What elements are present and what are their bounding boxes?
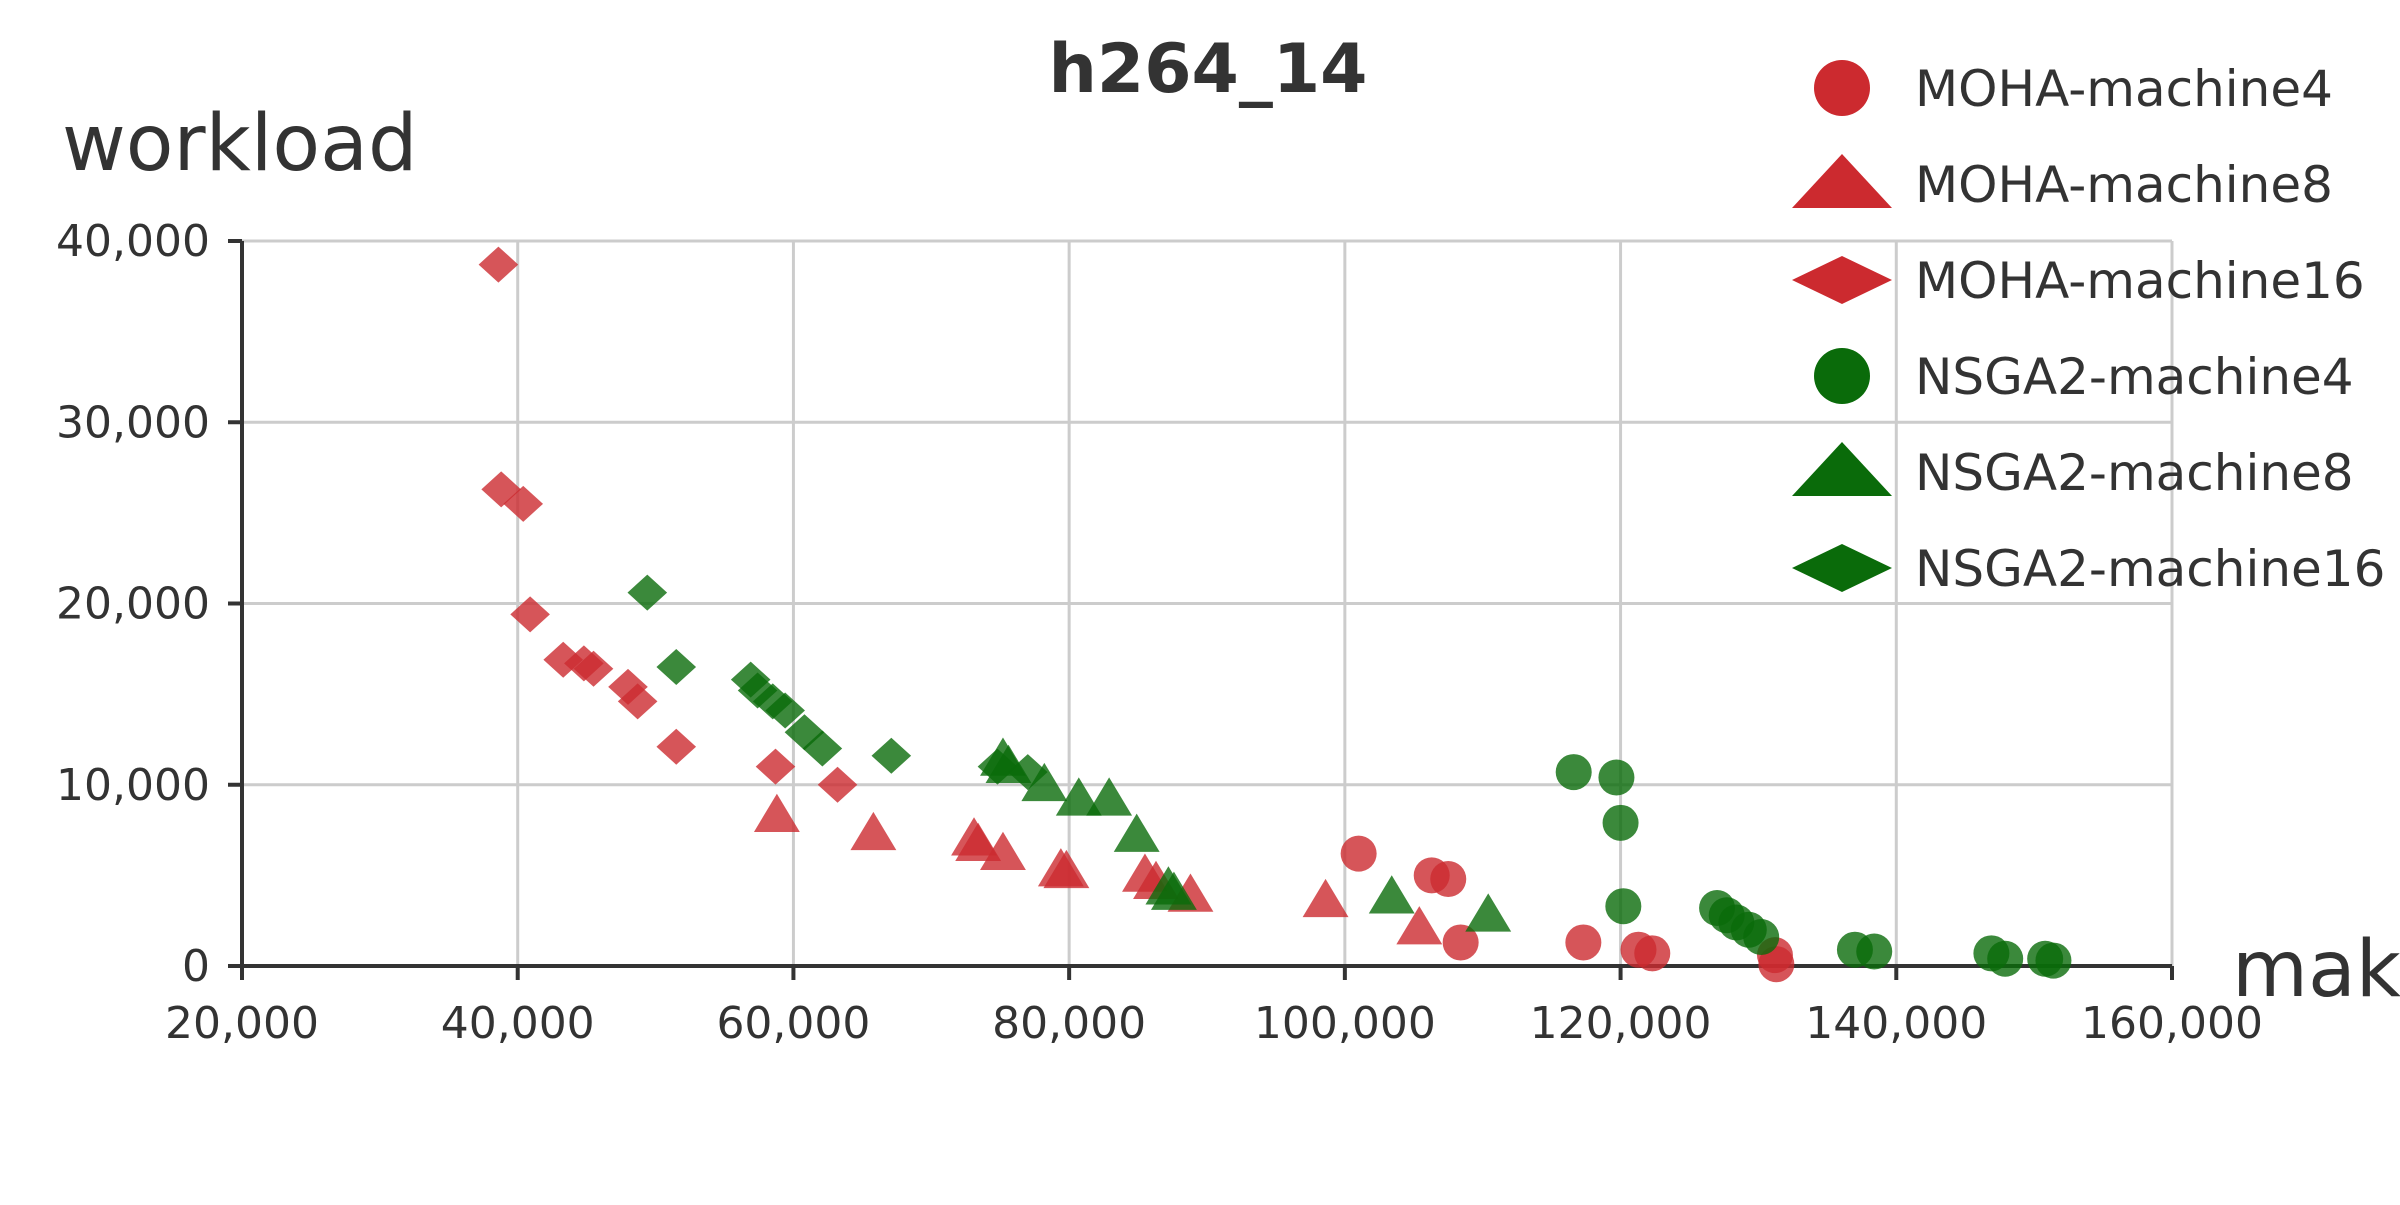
x-tick-label: 20,000 [165,998,319,1049]
point-moha-machine16 [573,650,614,687]
point-moha-machine16 [656,728,697,765]
point-nsga2-machine16 [1007,754,1048,791]
point-nsga2-machine4 [1602,804,1639,841]
point-nsga2-machine4 [1598,759,1635,796]
point-nsga2-machine4 [1743,919,1780,955]
x-tick-label: 120,000 [1530,998,1712,1049]
data-points [478,246,2072,983]
point-moha-machine16 [503,485,544,522]
legend-label-nsga2-machine8: NSGA2-machine8 [1915,444,2354,502]
point-moha-machine16 [543,641,584,678]
x-tick-label: 140,000 [1805,998,1987,1049]
legend-marker-moha-machine4 [1814,60,1870,116]
point-moha-machine16 [817,766,858,803]
point-nsga2-machine16 [784,714,825,751]
point-nsga2-machine16 [752,683,793,720]
point-nsga2-machine16 [656,648,697,685]
point-nsga2-machine16 [871,737,912,774]
point-nsga2-machine8 [1055,777,1102,816]
point-moha-machine4 [1565,924,1602,961]
y-tick-label: 10,000 [56,760,210,811]
point-moha-machine16 [617,683,658,720]
point-moha-machine4 [1430,861,1467,897]
point-nsga2-machine8 [1150,871,1197,910]
axes: 20,000 40,000 60,000 80,000 100,000 120,000 14… [56,216,2263,1049]
y-tick-label: 20,000 [56,579,210,630]
point-moha-machine8 [1396,906,1443,945]
point-moha-machine4 [1634,935,1671,972]
point-nsga2-machine8 [1368,875,1415,914]
legend-label-nsga2-machine16: NSGA2-machine16 [1915,540,2385,598]
legend-label-moha-machine16: MOHA-machine16 [1915,252,2365,310]
point-nsga2-machine4 [2035,942,2072,979]
legend-marker-nsga2-machine8 [1792,442,1892,496]
point-moha-machine4 [1758,946,1795,983]
point-moha-machine8 [955,822,1002,861]
point-nsga2-machine8 [1086,777,1133,816]
grid [242,239,2174,966]
x-tick-label: 160,000 [2081,998,2263,1049]
point-moha-machine16 [510,596,550,633]
point-nsga2-machine4 [1856,933,1893,970]
x-tick-label: 80,000 [992,998,1146,1049]
point-moha-machine8 [1043,849,1090,889]
point-nsga2-machine8 [1113,813,1160,852]
legend: MOHA-machine4 MOHA-machine8 MOHA-machine16… [1792,60,2385,598]
point-nsga2-machine16 [802,730,843,767]
point-nsga2-machine4 [1987,940,2024,977]
legend-marker-moha-machine16 [1792,256,1892,304]
point-nsga2-machine4 [1555,754,1592,791]
legend-marker-nsga2-machine4 [1814,348,1870,404]
legend-marker-moha-machine8 [1792,154,1892,208]
chart-title: h264_14 [1049,30,1368,109]
y-tick-label: 30,000 [56,397,210,448]
point-moha-machine8 [753,793,800,832]
x-tick-label: 40,000 [441,998,595,1049]
point-nsga2-machine16 [627,574,668,611]
point-nsga2-machine8 [1465,893,1512,932]
y-axis-label: workload [62,99,417,189]
point-moha-machine16 [478,246,519,283]
x-tick-label: 100,000 [1254,998,1436,1049]
y-tick-label: 40,000 [56,216,210,267]
point-moha-machine4 [1442,924,1479,961]
y-tick-label: 0 [182,941,210,992]
legend-label-moha-machine8: MOHA-machine8 [1915,156,2333,214]
point-nsga2-machine16 [977,748,1018,785]
point-nsga2-machine4 [1605,888,1642,925]
point-nsga2-machine8 [1021,762,1068,802]
point-moha-machine16 [755,748,796,785]
point-moha-machine8 [850,811,897,851]
point-moha-machine16 [608,668,648,705]
legend-label-nsga2-machine4: NSGA2-machine4 [1915,348,2354,406]
x-tick-label: 60,000 [716,998,870,1049]
legend-marker-nsga2-machine16 [1792,544,1892,592]
point-moha-machine8 [980,831,1026,871]
point-moha-machine8 [1302,878,1349,918]
legend-label-moha-machine4: MOHA-machine4 [1915,60,2333,118]
point-moha-machine4 [1340,835,1377,872]
x-axis-label: makespan [2232,925,2400,1015]
point-moha-machine16 [481,471,521,508]
point-nsga2-machine16 [765,692,805,729]
